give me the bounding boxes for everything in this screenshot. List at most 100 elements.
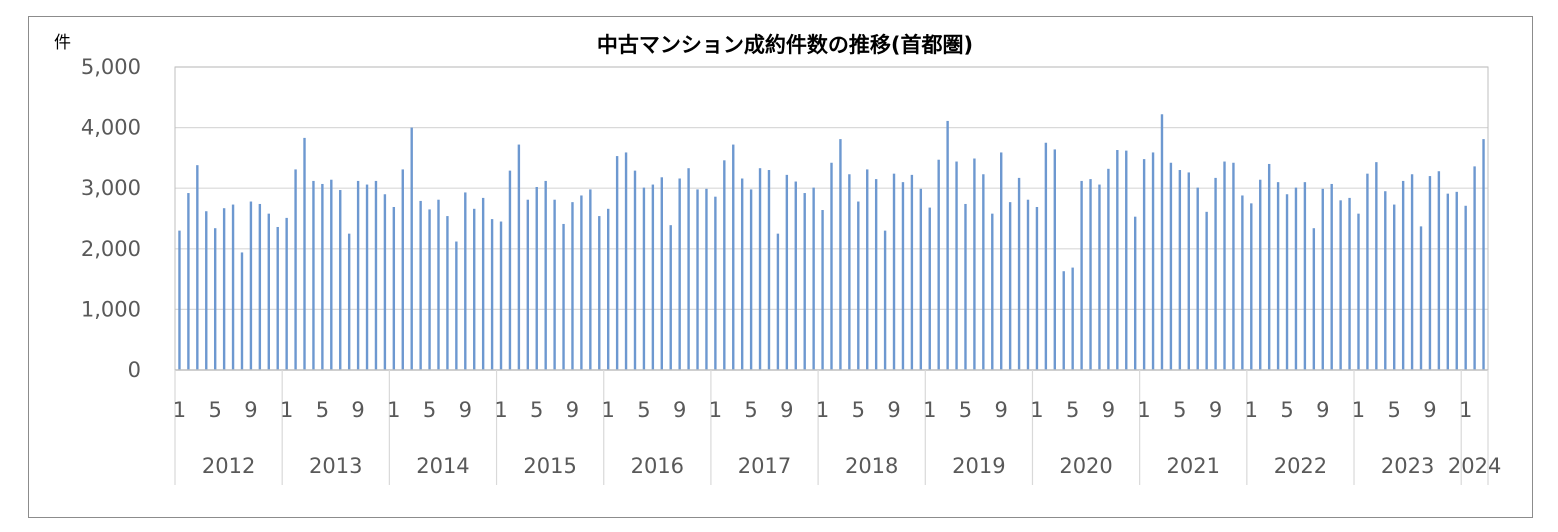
bar [651, 184, 655, 370]
bar [776, 233, 780, 370]
bar [767, 170, 771, 370]
bar [1080, 180, 1083, 370]
bar [749, 189, 753, 370]
bar [857, 201, 860, 370]
bar [1223, 161, 1226, 370]
x-month-label: 1 [494, 398, 507, 422]
x-year-label: 2022 [1274, 454, 1327, 478]
y-tick-label: 2,000 [81, 237, 141, 261]
bar [312, 180, 315, 370]
bar [392, 206, 396, 370]
bar [1437, 171, 1441, 370]
bar [615, 156, 619, 370]
bar [1330, 183, 1333, 370]
bar [213, 228, 217, 370]
bar [892, 173, 896, 370]
bar [526, 199, 530, 370]
bar [419, 200, 422, 370]
x-month-label: 5 [852, 398, 865, 422]
x-month-label: 1 [1137, 398, 1150, 422]
bar [1339, 200, 1342, 370]
bar [991, 213, 994, 370]
bar [544, 180, 547, 370]
x-month-label: 9 [566, 398, 579, 422]
x-year-label: 2017 [738, 454, 791, 478]
x-month-label: 9 [351, 398, 364, 422]
bar [714, 196, 717, 370]
x-month-label: 9 [1102, 398, 1115, 422]
x-year-label: 2023 [1381, 454, 1434, 478]
bar [1482, 139, 1485, 370]
bar [455, 241, 458, 370]
bar [1196, 187, 1199, 370]
bar [723, 160, 726, 370]
bar [1259, 179, 1262, 370]
bar [499, 221, 503, 370]
bar [1008, 202, 1012, 370]
bar [1205, 211, 1208, 370]
bar [1267, 163, 1271, 370]
x-month-label: 9 [673, 398, 686, 422]
bar [481, 197, 485, 370]
bar [812, 187, 815, 370]
bar [339, 190, 342, 370]
x-year-label: 2018 [845, 454, 898, 478]
bar [1053, 149, 1056, 370]
x-month-label: 1 [1245, 398, 1258, 422]
x-month-label: 5 [316, 398, 329, 422]
bar [285, 217, 288, 370]
x-month-label: 1 [173, 398, 186, 422]
x-month-label: 9 [459, 398, 472, 422]
bar [1214, 177, 1217, 370]
bar [803, 193, 806, 370]
bar [1178, 170, 1182, 370]
bar [982, 174, 985, 370]
bar [178, 230, 181, 370]
bar [1026, 199, 1030, 370]
bar [866, 169, 869, 370]
bar [1071, 267, 1074, 370]
bar [1375, 162, 1378, 370]
x-month-label: 5 [1173, 398, 1186, 422]
x-month-label: 9 [1316, 398, 1329, 422]
x-month-label: 1 [709, 398, 722, 422]
bar [732, 144, 735, 370]
bar [196, 165, 199, 370]
bar [928, 207, 931, 370]
bar [1285, 194, 1289, 370]
x-year-label: 2016 [631, 454, 684, 478]
bar [446, 216, 449, 370]
bar [240, 252, 244, 370]
x-year-label: 2021 [1167, 454, 1220, 478]
x-month-label: 1 [280, 398, 293, 422]
bar [508, 170, 512, 370]
bar [258, 203, 262, 370]
bar [1250, 203, 1253, 370]
x-month-label: 9 [995, 398, 1008, 422]
bar [205, 211, 208, 370]
bar [839, 139, 842, 370]
bar [1357, 213, 1360, 370]
bar [1276, 182, 1280, 370]
x-month-label: 1 [1352, 398, 1365, 422]
bar [785, 174, 789, 370]
bar [571, 202, 574, 370]
bar [874, 179, 878, 370]
bar [937, 159, 940, 370]
bar [437, 199, 440, 370]
x-month-label: 1 [816, 398, 829, 422]
bar [1348, 197, 1351, 370]
bar [964, 203, 967, 370]
bar [490, 219, 494, 370]
bar [356, 180, 360, 370]
bar [1401, 180, 1405, 370]
bar [267, 213, 270, 370]
bar [1169, 162, 1173, 370]
x-year-label: 2024 [1448, 454, 1501, 478]
bar [401, 169, 404, 370]
bar [830, 162, 833, 370]
bar [303, 137, 306, 370]
bar [660, 177, 663, 370]
y-tick-labels: 5,000 4,000 3,000 2,000 1,000 0 [81, 55, 141, 382]
bar [410, 127, 413, 370]
